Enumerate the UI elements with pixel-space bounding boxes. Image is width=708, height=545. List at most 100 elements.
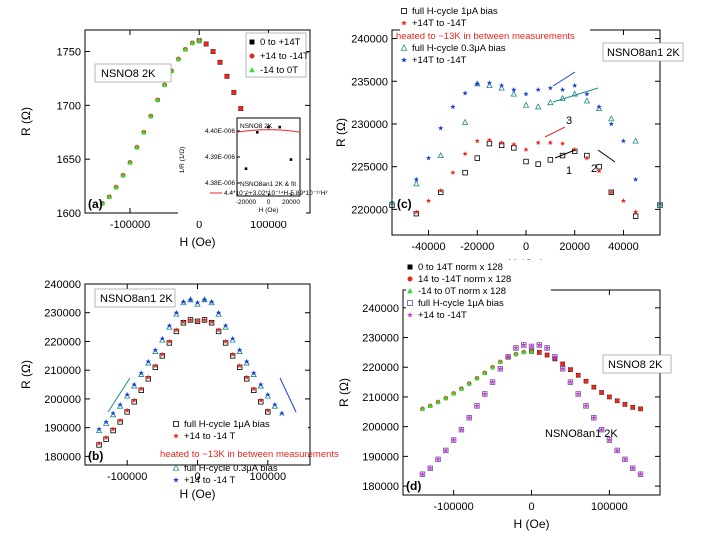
inset-caption: NSNO8an1 2K & fit: [240, 181, 296, 188]
panel-label: (c): [397, 197, 412, 211]
data-point: [279, 410, 285, 416]
x-tick-label: -100000: [433, 501, 473, 513]
data-point: [110, 410, 116, 416]
sample-label: NSNO8an1 2K: [100, 293, 173, 305]
data-point: [583, 403, 589, 409]
data-point: [450, 169, 456, 175]
sample-label-box: [94, 63, 172, 83]
data-point: [425, 155, 432, 161]
data-point: [572, 146, 578, 152]
data-point: [223, 338, 229, 344]
data-point: [265, 407, 271, 413]
data-point: [96, 426, 102, 432]
data-point: [614, 398, 620, 404]
arrow: [544, 126, 566, 138]
data-point: [559, 94, 566, 101]
data-point: [435, 456, 441, 462]
series-4: [419, 342, 644, 477]
legend-label: full H-cycle 1μA bias: [418, 298, 504, 309]
legend-label: full H-cycle 1μA bias: [184, 419, 270, 430]
y-tick-label: 1750: [57, 47, 81, 59]
y-tick-label: 200000: [362, 422, 399, 434]
annotation-number: 3: [566, 115, 572, 127]
data-point: [216, 310, 222, 315]
annotation-number: 2: [591, 163, 597, 175]
data-point: [458, 426, 464, 432]
data-point: [486, 137, 493, 143]
data-point: [110, 426, 116, 432]
data-point: [152, 363, 158, 369]
data-point: [175, 56, 182, 62]
annotation-number: 1: [566, 165, 572, 177]
data-point: [138, 370, 144, 376]
series-3: [96, 297, 299, 432]
data-point: [584, 91, 590, 97]
y-tick-label: 235000: [351, 76, 388, 88]
sample-label-box: [602, 42, 684, 62]
data-point: [535, 87, 541, 92]
legend-box: [400, 4, 590, 68]
panel-label: (a): [88, 197, 103, 211]
y-tick-label: 1700: [57, 100, 81, 112]
data-point: [194, 318, 201, 324]
data-point: [630, 405, 636, 410]
data-point: [552, 354, 558, 360]
data-point: [599, 426, 605, 432]
x-tick-label: 100000: [249, 471, 286, 483]
data-point: [547, 85, 553, 91]
data-point: [462, 90, 468, 96]
data-point: [251, 370, 257, 376]
arrow-up-right: [279, 377, 297, 413]
legend-label: +14 to -14T: [418, 310, 467, 321]
y-tick-label: 1650: [57, 154, 81, 166]
data-point: [632, 137, 639, 144]
x-tick-label: 0: [523, 241, 529, 253]
data-point: [159, 351, 165, 357]
y-axis-label: R (Ω): [19, 107, 33, 136]
legend-marker: [401, 8, 407, 14]
data-point: [117, 401, 123, 407]
data-point: [166, 322, 172, 328]
inset-data-point: [244, 167, 248, 170]
series-2: [388, 80, 664, 208]
legend-marker: [249, 39, 255, 45]
data-point: [413, 209, 419, 215]
data-point: [614, 447, 620, 453]
data-point: [265, 391, 271, 397]
inset-plot: -20000 0 20000 4.38E-006 4.39E-006 4.40E-006 H…: [178, 113, 328, 221]
series-2: [419, 348, 535, 411]
inset-fit-equation: 4.4*10⁻⁶+3.02*10⁻¹⁴H-5.89*10⁻¹⁷H²: [224, 190, 328, 197]
data-point: [497, 366, 503, 371]
y-tick-label: 220000: [362, 362, 399, 374]
data-point: [223, 322, 229, 328]
panel-c: -40000 -20000 0 20000 40000 220000 225000 23000…: [334, 4, 684, 271]
y-tick-label: 230000: [44, 308, 81, 320]
data-point: [208, 299, 215, 304]
y-tick-label: 180000: [362, 481, 399, 493]
legend-marker: [173, 433, 179, 439]
y-axis-label: R (Ω): [337, 378, 351, 407]
inset-data-point: [289, 158, 293, 161]
inset-y-tick-label: 4.39E-006: [205, 154, 235, 161]
data-point: [124, 391, 130, 397]
panel-b: -100000 0 100000 180000 190000 200000 210000 22…: [19, 279, 339, 501]
legend-label: +14T to -14T: [412, 18, 467, 29]
legend-marker: [401, 20, 407, 26]
data-point: [511, 87, 517, 92]
data-point: [583, 97, 591, 104]
y-tick-label: 230000: [362, 333, 399, 345]
arrow: [552, 71, 576, 87]
data-point: [511, 145, 517, 151]
inset-data-point: [278, 125, 282, 129]
y-axis-label: R (Ω): [19, 360, 33, 389]
legend-label: full H-cycle 0.3μA bias: [412, 43, 506, 54]
data-point: [216, 327, 222, 333]
data-point: [187, 317, 194, 323]
y-tick-label: 200000: [44, 394, 81, 406]
data-point: [528, 348, 535, 354]
data-point: [127, 159, 133, 165]
data-point: [138, 386, 144, 392]
data-point: [106, 193, 112, 200]
data-point: [486, 140, 493, 147]
